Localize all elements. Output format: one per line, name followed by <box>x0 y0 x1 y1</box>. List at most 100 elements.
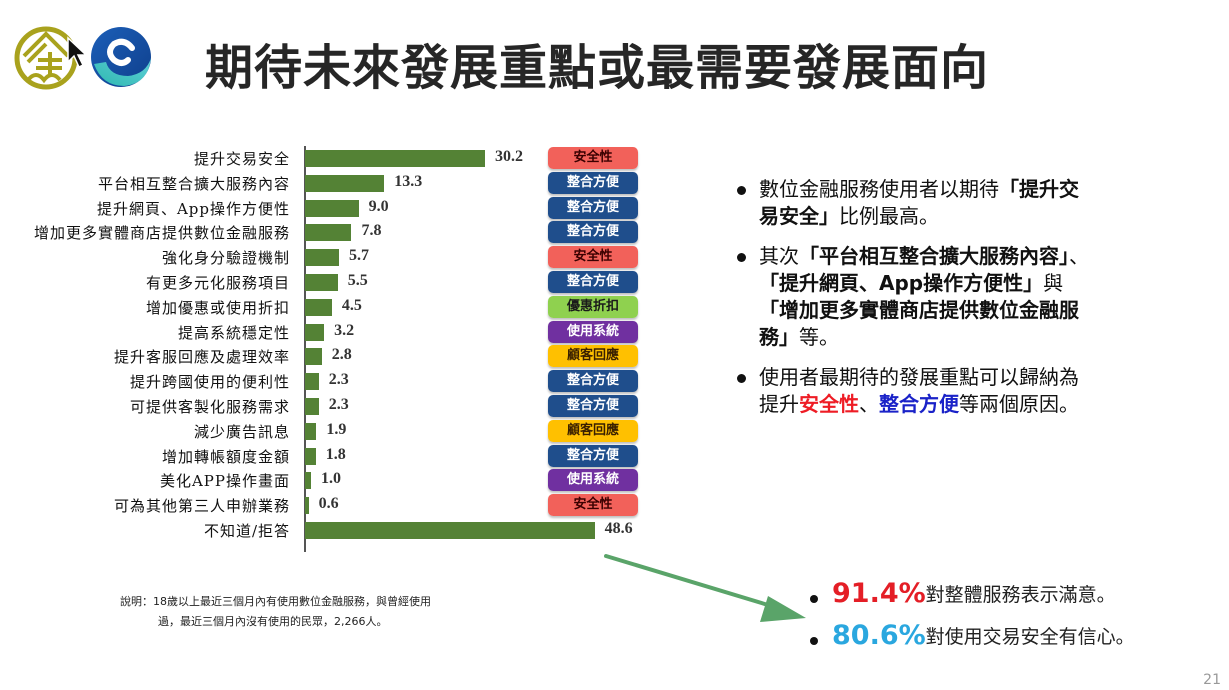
category-label: 平台相互整合擴大服務內容 <box>97 174 290 193</box>
category-tag-safety: 安全性 <box>548 147 638 169</box>
mouse-cursor-icon <box>67 36 88 69</box>
bar <box>305 422 317 440</box>
chart-row: 減少廣告訊息 1.9 顧客回應 <box>0 419 680 444</box>
bullet-dot-icon <box>810 637 818 645</box>
survey-note: 說明：18歲以上最近三個月內有使用數位金融服務，與曾經使用 過，最近三個月內沒有… <box>120 592 431 632</box>
bullet-text-segment: 整合方便 <box>879 392 959 416</box>
bar <box>305 472 311 490</box>
page-number: 21 <box>1203 672 1221 688</box>
value-label: 13.3 <box>394 172 423 190</box>
summary-bullets: 數位金融服務使用者以期待「提升交易安全」比例最高。 其次「平台相互整合擴大服務內容… <box>735 176 1095 431</box>
category-tag-integration: 整合方便 <box>548 221 638 244</box>
bullet-dot-icon <box>737 374 746 383</box>
stats-list: 91.4%對整體服務表示滿意。 80.6%對使用交易安全有信心。 <box>808 578 1135 662</box>
bullet-text-segment: 比例最高。 <box>839 204 939 228</box>
chart-row: 提升客服回應及處理效率 2.8 顧客回應 <box>0 344 680 369</box>
stat-satisfaction: 91.4%對整體服務表示滿意。 <box>808 578 1135 620</box>
bullet-text-segment: 、 <box>1069 244 1089 268</box>
chart-row: 提高系統穩定性 3.2 使用系統 <box>0 320 680 345</box>
bullet-dot-icon <box>737 186 746 195</box>
value-label: 30.2 <box>494 148 523 165</box>
arrow-icon <box>604 554 806 622</box>
page-title: 期待未來發展重點或最需要發展面向 <box>205 40 990 96</box>
logo-area <box>6 20 156 95</box>
bullet-text-segment: 安全性 <box>799 392 859 416</box>
bar <box>305 348 322 366</box>
chart-row: 有更多元化服務項目 5.5 整合方便 <box>0 270 680 295</box>
category-label: 增加優惠或使用折扣 <box>145 298 290 317</box>
value-label: 2.8 <box>331 346 352 364</box>
value-label: 7.8 <box>361 222 382 240</box>
bullet-text-segment: 「提升交易安全」 <box>759 177 1079 228</box>
chart-row: 強化身分驗證機制 5.7 安全性 <box>0 245 680 270</box>
chart-row: 增加更多實體商店提供數位金融服務 7.8 整合方便 <box>0 220 680 245</box>
category-tag-integration: 整合方便 <box>548 271 638 293</box>
value-label: 0.6 <box>318 495 339 513</box>
bullet-text-segment: 「提升網頁、App操作方便性」 <box>759 271 1044 295</box>
chart-row: 可為其他第三人申辦業務 0.6 安全性 <box>0 493 680 518</box>
value-label: 5.7 <box>348 247 369 265</box>
bullet-text-segment: 其次 <box>759 244 799 268</box>
category-label: 減少廣告訊息 <box>193 422 290 441</box>
value-label: 2.3 <box>328 371 349 389</box>
chart-row: 提升交易安全 30.2 安全性 <box>0 146 680 171</box>
category-label: 提升客服回應及處理效率 <box>113 348 290 367</box>
chart-row: 提升跨國使用的便利性 2.3 整合方便 <box>0 369 680 394</box>
bullet-text-segment: 等。 <box>799 325 839 349</box>
category-tag-safety: 安全性 <box>548 494 638 517</box>
stat-security-confidence: 80.6%對使用交易安全有信心。 <box>808 620 1135 662</box>
chart-axis <box>304 146 306 552</box>
category-label: 有更多元化服務項目 <box>145 274 290 292</box>
category-label: 提升網頁、App操作方便性 <box>96 199 290 218</box>
category-tag-integration: 整合方便 <box>548 395 638 417</box>
category-tag-integration: 整合方便 <box>548 370 638 393</box>
stat-text: 對使用交易安全有信心。 <box>925 626 1135 648</box>
note-line-1: 說明：18歲以上最近三個月內有使用數位金融服務，與曾經使用 <box>120 595 431 608</box>
bar <box>305 398 319 415</box>
chart-row: 平台相互整合擴大服務內容 13.3 整合方便 <box>0 171 680 196</box>
bullet-text-segment: 、 <box>859 392 879 416</box>
category-tag-safety: 安全性 <box>548 246 638 269</box>
category-tag-service: 顧客回應 <box>548 345 638 368</box>
chart-row: 可提供客製化服務需求 2.3 整合方便 <box>0 394 680 419</box>
bullet-text-segment: 使用者最期待的發展重點可以歸納為提升 <box>759 365 1079 416</box>
bar <box>305 150 485 167</box>
value-label: 1.9 <box>326 420 347 438</box>
value-label: 2.3 <box>328 396 349 413</box>
bullet-dot-icon <box>810 595 818 603</box>
value-label: 1.8 <box>325 445 346 463</box>
value-label: 4.5 <box>341 296 362 314</box>
category-tag-integration: 整合方便 <box>548 171 638 194</box>
category-tag-discount: 優惠折扣 <box>548 295 638 318</box>
value-label: 3.2 <box>334 321 355 339</box>
chart-row: 不知道/拒答 48.6 <box>0 518 680 543</box>
value-label: 1.0 <box>320 470 341 488</box>
category-label: 不知道/拒答 <box>203 522 290 540</box>
bar <box>305 274 338 291</box>
category-label: 增加轉帳額度金額 <box>161 447 290 466</box>
chart-row: 增加優惠或使用折扣 4.5 優惠折扣 <box>0 295 680 320</box>
bar <box>305 497 309 515</box>
bar-chart: 提升交易安全 30.2 安全性 平台相互整合擴大服務內容 13.3 整合方便 提升網頁、Ap… <box>0 146 680 556</box>
category-label: 美化APP操作畫面 <box>159 472 290 491</box>
chart-row: 美化APP操作畫面 1.0 使用系統 <box>0 468 680 493</box>
stat-percentage: 80.6% <box>832 620 926 651</box>
bar <box>305 447 316 465</box>
category-label: 可提供客製化服務需求 <box>129 398 290 416</box>
value-label: 5.5 <box>347 272 368 289</box>
category-label: 提升交易安全 <box>193 150 290 168</box>
category-label: 提高系統穩定性 <box>177 323 290 342</box>
category-label: 強化身分驗證機制 <box>161 249 290 268</box>
chart-row: 增加轉帳額度金額 1.8 整合方便 <box>0 444 680 469</box>
bullet-text-segment: 等兩個原因。 <box>959 392 1079 416</box>
bar <box>305 249 339 267</box>
value-label: 9.0 <box>368 197 389 215</box>
bullet-text-segment: 「增加更多實體商店提供數位金融服務」 <box>759 298 1079 349</box>
category-tag-system: 使用系統 <box>548 320 638 343</box>
category-label: 增加更多實體商店提供數位金融服務 <box>33 224 290 243</box>
bar <box>305 174 385 192</box>
category-tag-integration: 整合方便 <box>548 444 638 467</box>
bar <box>305 373 319 391</box>
summary-bullet: 其次「平台相互整合擴大服務內容」、「提升網頁、App操作方便性」與「增加更多實體… <box>735 243 1095 351</box>
category-tag-system: 使用系統 <box>548 469 638 492</box>
